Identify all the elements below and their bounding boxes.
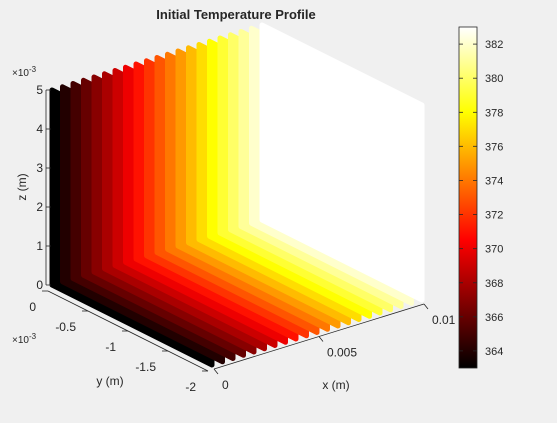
y-axis-tick-label-1: -0.5 bbox=[55, 320, 76, 334]
y-axis-tick-label-0: 0 bbox=[29, 300, 36, 314]
y-axis-tick-label-2: -1 bbox=[105, 340, 116, 354]
colorbar-tick-label-1: 366 bbox=[485, 312, 503, 324]
colorbar-tick-label-2: 368 bbox=[485, 278, 503, 290]
colorbar: 364 366 368 370 372 374 376 378 380 382 bbox=[458, 26, 503, 369]
z-axis-exponent: ×10-3 bbox=[12, 65, 37, 79]
colorbar-tick-label-0: 364 bbox=[485, 346, 503, 358]
x-axis-label: x (m) bbox=[322, 378, 349, 392]
colorbar-gradient bbox=[458, 26, 478, 369]
x-axis-tick-label-1: 0.005 bbox=[327, 346, 357, 360]
colorbar-tick-label-3: 370 bbox=[485, 244, 503, 256]
axes: 0 1 2 3 4 5 0 -0.5 -1 -1.5 -2 0 0.005 0.01 bbox=[29, 83, 455, 394]
z-axis-tick-label-2: 2 bbox=[36, 200, 43, 214]
x-axis-tick-1 bbox=[318, 336, 324, 342]
colorbar-tick-label-9: 382 bbox=[485, 39, 503, 51]
colorbar-tick-label-5: 374 bbox=[485, 175, 503, 187]
x-axis-tick-0 bbox=[213, 368, 219, 375]
x-axis-tick-label-0: 0 bbox=[222, 378, 229, 392]
colorbar-tick-label-6: 376 bbox=[485, 141, 503, 153]
z-axis-label: z (m) bbox=[15, 173, 29, 200]
z-axis-tick-label-0: 0 bbox=[36, 278, 43, 292]
x-axis-tick-label-2: 0.01 bbox=[432, 313, 456, 327]
colorbar-tick-label-4: 372 bbox=[485, 210, 503, 222]
y-axis-label: y (m) bbox=[96, 374, 123, 388]
temperature-slabs bbox=[49, 22, 425, 368]
z-axis-tick-label-1: 1 bbox=[36, 239, 43, 253]
chart-title: Initial Temperature Profile bbox=[156, 7, 315, 22]
x-axis-tick-2 bbox=[423, 303, 429, 310]
y-axis-tick-label-3: -1.5 bbox=[135, 360, 156, 374]
colorbar-tick-label-8: 380 bbox=[485, 73, 503, 85]
z-axis-tick-label-5: 5 bbox=[36, 83, 43, 97]
y-axis-exponent: ×10-3 bbox=[12, 332, 37, 346]
z-axis-tick-label-3: 3 bbox=[36, 161, 43, 175]
z-axis-tick-label-4: 4 bbox=[36, 122, 43, 136]
temperature-slab-20 bbox=[259, 22, 425, 303]
y-axis-tick-label-4: -2 bbox=[185, 380, 196, 394]
colorbar-tick-label-7: 378 bbox=[485, 107, 503, 119]
